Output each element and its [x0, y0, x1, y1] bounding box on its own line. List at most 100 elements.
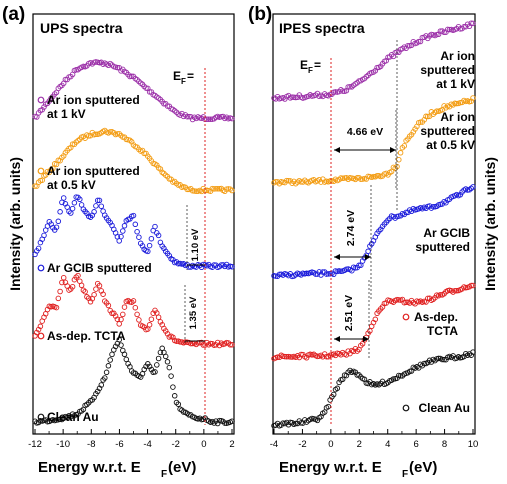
ups-point — [179, 110, 185, 117]
ipes-point — [289, 180, 295, 186]
ups-point — [155, 232, 162, 239]
ipes-legend-marker — [402, 404, 410, 412]
ups-point — [223, 186, 230, 192]
ups-series-ar-gcib-sputtered — [32, 194, 235, 271]
ups-point — [59, 199, 65, 206]
ups-point — [93, 286, 99, 292]
ipes-label-line: sputtered — [420, 63, 475, 77]
ipes-point — [468, 20, 474, 26]
ipes-label-line: As-dep. — [414, 310, 458, 324]
ipes-point — [374, 64, 380, 71]
ipes-series-clean-au — [271, 349, 476, 429]
ups-panel: (a) UPS spectra Intensity (arb. units) A… — [2, 4, 235, 480]
ipes-point — [453, 287, 460, 294]
ipes-point — [470, 282, 476, 289]
ipes-point — [289, 94, 295, 100]
ipes-point — [434, 108, 440, 114]
ups-point — [48, 95, 54, 101]
ipes-label-as-dep-tcta: As-dep.TCTA — [402, 310, 458, 338]
ipes-xlabel: Energy w.r.t. E F (eV) — [279, 459, 437, 480]
ups-point — [114, 316, 121, 322]
ipes-point — [421, 360, 427, 367]
ups-point — [198, 188, 205, 195]
ups-point — [46, 98, 53, 104]
panel-label-b: (b) — [248, 4, 272, 25]
ups-point — [57, 209, 63, 215]
ipes-legend-marker — [402, 313, 410, 321]
ups-point — [146, 242, 153, 249]
ipes-xlabel-unit: (eV) — [409, 459, 437, 476]
ups-point — [102, 298, 108, 304]
ipes-point — [334, 385, 341, 392]
ups-point — [121, 304, 128, 310]
ipes-point — [437, 291, 444, 298]
ups-point — [118, 342, 124, 348]
ups-point — [213, 185, 219, 192]
ipes-point — [325, 271, 332, 277]
ipes-point — [303, 355, 310, 361]
ups-point — [53, 224, 60, 230]
ipes-point — [339, 88, 346, 94]
ups-point — [118, 316, 124, 323]
ups-point — [229, 342, 235, 348]
ipes-point — [396, 156, 402, 163]
ipes-point — [365, 248, 371, 255]
ups-point — [121, 223, 128, 229]
ups-point — [168, 373, 174, 379]
ipes-point — [430, 111, 436, 117]
ipes-point — [282, 353, 288, 360]
ups-point — [189, 188, 196, 194]
ups-point — [60, 153, 67, 159]
ipes-plot-frame — [272, 13, 476, 435]
ups-point — [53, 304, 60, 311]
ipes-point — [283, 353, 290, 360]
ipes-point — [336, 88, 342, 95]
ipes-point — [332, 89, 339, 95]
ups-label-line: at 1 kV — [47, 107, 86, 121]
ups-label-line: Clean Au — [47, 410, 99, 424]
ipes-gap-label-274: 2.74 eV — [345, 210, 357, 246]
ups-point — [132, 221, 139, 228]
ipes-point — [396, 49, 402, 56]
ups-point — [175, 260, 182, 267]
ups-point — [50, 165, 56, 172]
ipes-label-line: Ar ion — [440, 110, 475, 124]
ups-point — [80, 133, 87, 140]
ups-legend-marker — [37, 96, 45, 104]
ups-point — [205, 116, 212, 122]
ipes-point — [370, 173, 377, 180]
ipes-label-line: sputtered — [415, 240, 470, 254]
ups-point — [170, 384, 176, 390]
ups-series-ar-ion-sputtered-at-0-5-kv — [32, 127, 235, 195]
ups-legend-marker — [37, 167, 45, 175]
ups-point — [98, 382, 105, 388]
ipes-point — [470, 349, 476, 355]
ups-point — [229, 115, 235, 122]
panel-label-a: (a) — [2, 4, 25, 25]
ups-point — [139, 147, 146, 154]
ups-point — [157, 319, 164, 325]
ups-xlabel: Energy w.r.t. E F (eV) — [38, 459, 196, 480]
ups-point — [102, 375, 108, 381]
ups-point — [109, 351, 115, 358]
ups-point — [78, 282, 85, 289]
ups-title: UPS spectra — [40, 20, 123, 36]
ipes-point — [430, 203, 436, 210]
ipes-point — [345, 84, 351, 90]
ipes-point — [470, 20, 476, 27]
ups-series-ar-ion-sputtered-at-1-kv — [32, 59, 235, 123]
ipes-point — [457, 192, 464, 198]
ups-point — [120, 311, 126, 318]
ups-point — [222, 420, 228, 426]
ups-tick-label: 0 — [201, 439, 206, 450]
ups-label-line: Ar ion sputtered — [47, 93, 140, 107]
ups-point — [198, 115, 205, 122]
ipes-point — [376, 228, 382, 234]
ups-legend-marker — [37, 413, 45, 421]
ipes-label-line: Ar GCIB — [423, 226, 470, 240]
ups-point — [59, 279, 65, 286]
ipes-point — [365, 173, 371, 180]
ups-label-clean-au: Clean Au — [37, 410, 99, 424]
ups-tick-label: -10 — [56, 439, 70, 450]
ups-point — [39, 107, 45, 113]
